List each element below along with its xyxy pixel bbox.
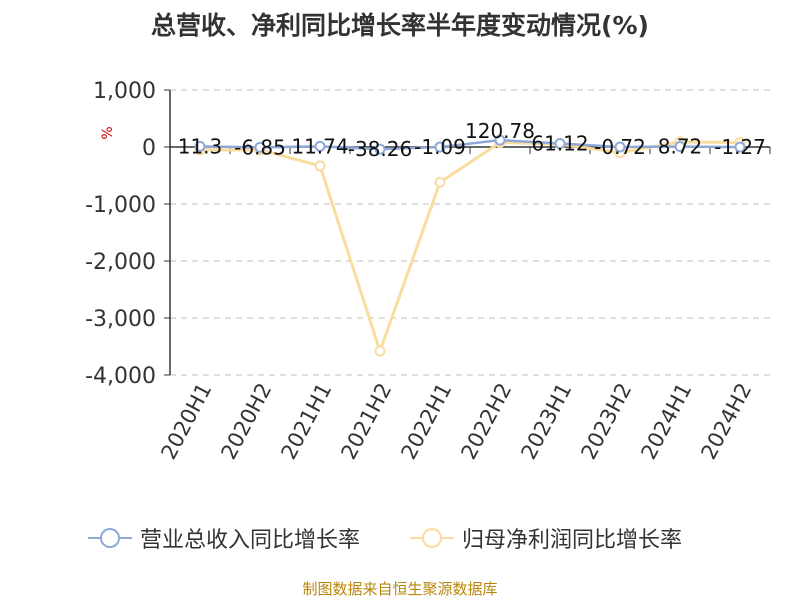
- x-tick-label: 2020H2: [216, 379, 276, 463]
- x-tick-label: 2024H1: [636, 379, 696, 463]
- legend-label-profit: 归母净利润同比增长率: [462, 528, 683, 553]
- x-tick-label: 2021H1: [276, 379, 336, 463]
- data-label: 11.3: [178, 134, 223, 158]
- data-point: [554, 138, 566, 150]
- y-tick-label: -3,000: [85, 307, 156, 332]
- series-line: [200, 140, 741, 353]
- data-label: 61.12: [531, 132, 588, 156]
- source-note: 制图数据来自恒生聚源数据库: [302, 580, 498, 598]
- y-tick-label: 1,000: [93, 79, 156, 104]
- x-tick-label: 2020H1: [156, 379, 216, 463]
- x-tick-label: 2024H2: [696, 379, 756, 463]
- legend-swatch-revenue: [88, 528, 132, 548]
- data-point: [254, 141, 266, 153]
- legend-label-revenue: 营业总收入同比增长率: [140, 528, 361, 553]
- y-tick-label: -1,000: [85, 193, 156, 218]
- data-point: [314, 160, 326, 172]
- legend: 营业总收入同比增长率 归母净利润同比增长率: [0, 518, 800, 558]
- data-point: [194, 140, 206, 152]
- y-tick-label: -2,000: [85, 250, 156, 275]
- data-point: [434, 141, 446, 153]
- data-label: -6.85: [234, 135, 286, 159]
- y-tick-label: -4,000: [85, 364, 156, 389]
- data-point: [674, 141, 686, 153]
- data-point: [314, 140, 326, 152]
- x-tick-label: 2023H2: [576, 379, 636, 463]
- series: [194, 134, 746, 357]
- data-label: -1.09: [414, 135, 466, 159]
- data-point: [734, 141, 746, 153]
- x-tick-label: 2022H1: [396, 379, 456, 463]
- series-line: [199, 138, 741, 151]
- data-label: 8.72: [658, 135, 703, 159]
- data-label: 11.74: [291, 134, 348, 158]
- grid-lines: [170, 89, 770, 376]
- y-axis-label: %: [100, 126, 116, 139]
- data-point: [434, 176, 446, 188]
- data-label: -1.27: [714, 135, 766, 159]
- data-label: 120.78: [465, 119, 535, 143]
- data-point: [494, 134, 506, 146]
- chart-title: 总营收、净利同比增长率半年度变动情况(%): [151, 11, 649, 40]
- legend-swatch-profit: [410, 528, 454, 548]
- y-tick-label: 0: [142, 136, 156, 161]
- data-label: -0.72: [594, 135, 646, 159]
- x-tick-label: 2021H2: [336, 379, 396, 463]
- legend-item-revenue[interactable]: 营业总收入同比增长率: [88, 518, 360, 558]
- data-label: -38.26: [348, 137, 412, 161]
- x-tick-label: 2023H1: [516, 379, 576, 463]
- legend-item-profit[interactable]: 归母净利润同比增长率: [410, 518, 682, 558]
- data-point: [614, 141, 626, 153]
- x-tick-label: 2022H2: [456, 379, 516, 463]
- data-point: [374, 345, 386, 357]
- data-point: [374, 143, 386, 155]
